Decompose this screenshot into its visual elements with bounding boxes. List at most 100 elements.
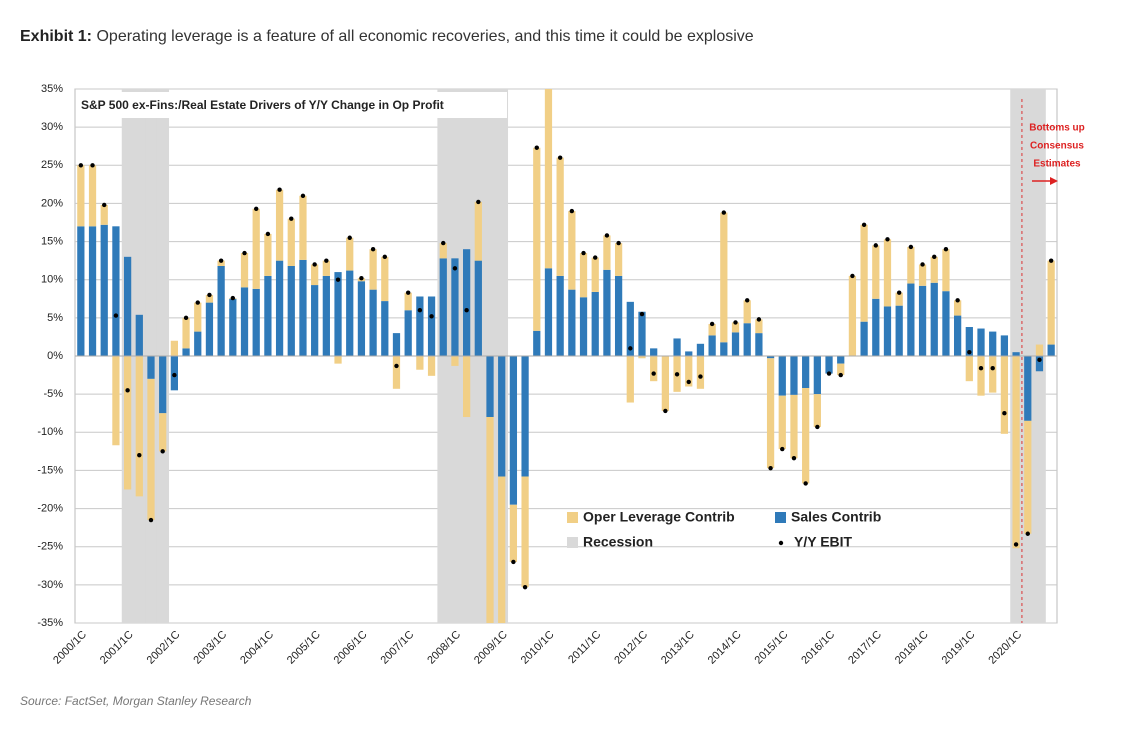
y-tick-label: 20% [41,197,63,209]
x-tick-label: 2009/1C [472,629,510,667]
y-tick-label: -10% [37,426,63,438]
oper-leverage-bar [626,356,634,403]
oper-leverage-bar [77,165,85,227]
ebit-dot [908,244,914,250]
ebit-dot [183,315,189,321]
x-tick-label: 2018/1C [893,629,931,667]
ebit-dot [289,216,294,221]
ebit-dot [616,240,621,246]
oper-leverage-bar [1024,420,1032,534]
ebit-dot [838,372,843,378]
ebit-dot [382,254,387,260]
oper-leverage-bar [346,237,354,271]
ebit-dot [78,163,84,168]
x-tick-label: 2016/1C [799,629,837,667]
oper-leverage-bar [685,356,693,387]
oper-leverage-bar [100,204,108,225]
oper-leverage-bar [1047,260,1055,345]
legend-swatch [567,512,578,523]
exhibit-label: Exhibit 1: [20,28,92,45]
sales-bar [1047,344,1055,356]
sales-bar [544,268,553,356]
ebit-dot [160,449,165,454]
sales-bar [311,285,319,356]
oper-leverage-bar [439,243,447,259]
oper-leverage-bar [404,292,412,311]
x-tick-label: 2006/1C [332,629,370,667]
title-box [77,92,507,118]
y-tick-label: -35% [37,617,63,629]
oper-leverage-bar [661,356,669,411]
sales-bar [638,311,646,356]
oper-leverage-bar [544,89,553,269]
sales-bar [918,285,927,356]
x-tick-label: 2000/1C [51,629,89,667]
ebit-dot [967,349,972,355]
y-tick-label: -20% [37,502,63,514]
sales-bar [603,269,611,356]
y-tick-label: -15% [37,464,63,476]
ebit-dot [791,456,797,461]
annotation: Estimates [1033,159,1081,170]
ebit-dot [1002,411,1007,416]
ebit-dot [312,262,317,267]
sales-bar [778,356,786,396]
ebit-dot [1013,542,1019,547]
sales-bar [860,321,868,356]
ebit-dot [803,481,808,486]
sales-bar [205,302,214,356]
ebit-dot [896,290,902,295]
ebit-dot [780,446,785,452]
legend-label: Sales Contrib [791,509,881,525]
oper-leverage-bar [463,356,471,418]
oper-leverage-bar [159,413,167,452]
sales-bar [907,283,915,356]
ebit-dot [476,199,481,205]
x-tick-label: 2010/1C [519,629,557,667]
ebit-dot [873,243,878,248]
ebit-dot [557,155,563,160]
y-tick-label: 0% [47,350,63,362]
oper-leverage-bar [264,233,272,276]
sales-bar [685,351,693,356]
oper-leverage-bar [217,260,225,266]
oper-leverage-bar [147,378,155,521]
sales-bar [88,226,97,356]
x-tick-label: 2005/1C [285,629,323,667]
sales-bar [1012,352,1020,356]
oper-leverage-bar [498,476,506,623]
ebit-dot [920,262,925,267]
sales-bar [229,298,237,356]
oper-leverage-bar [848,275,857,356]
ebit-dot [1025,531,1030,536]
sales-bar [404,310,412,356]
ebit-dot [441,240,446,246]
ebit-dot [978,366,984,371]
sales-bar [77,226,85,356]
ebit-dot [674,372,680,377]
x-tick-label: 2007/1C [378,629,416,667]
oper-leverage-bar [182,317,190,349]
ebit-dot [604,233,610,238]
x-tick-label: 2004/1C [238,629,276,667]
sales-bar [813,356,821,395]
sales-bar [579,297,588,356]
annotation: Consensus [1030,141,1084,152]
oper-leverage-bar [942,249,950,292]
ebit-dot [663,408,668,414]
oper-leverage-bar [802,388,810,484]
ebit-dot [277,187,282,192]
x-tick-label: 2013/1C [659,629,697,667]
oper-leverage-bar [334,356,342,364]
ebit-dot [698,374,703,379]
sales-bar [147,356,155,379]
oper-leverage-bar [311,264,319,286]
ebit-dot [861,222,867,227]
legend-swatch [775,512,786,523]
ebit-dot [686,379,691,385]
oper-leverage-bar [381,256,389,302]
sales-bar [1024,356,1032,421]
ebit-dot [254,206,259,211]
sales-bar [100,224,108,356]
oper-leverage-bar [930,256,938,283]
